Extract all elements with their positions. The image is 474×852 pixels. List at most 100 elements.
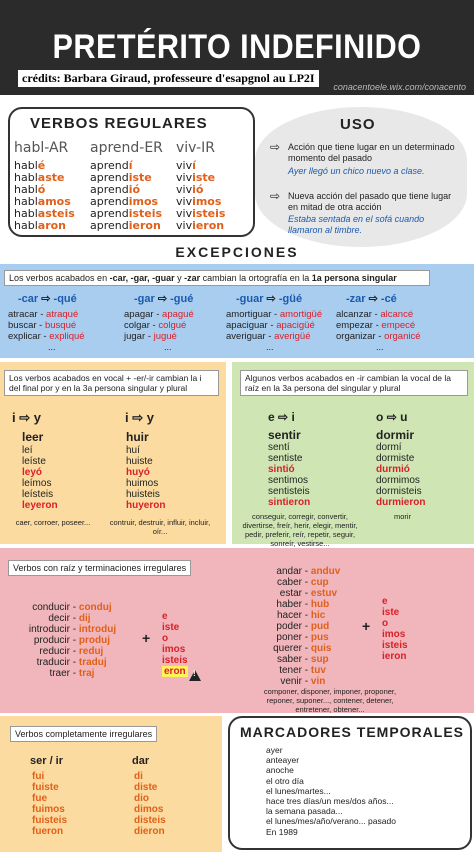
verb-form: huimos <box>126 478 159 489</box>
verb-form: di <box>134 771 143 782</box>
ortho-form: amortigüé <box>279 309 323 320</box>
ortho-text-c: y <box>174 273 185 283</box>
ortho-row: empezar - empecé <box>336 320 415 331</box>
irregular-ending: e <box>162 611 168 622</box>
verb-form: fuimos <box>32 804 65 815</box>
ortho-row: explicar - expliqué <box>8 331 85 342</box>
dash: - <box>302 665 311 676</box>
irregular-row: tener - tuv <box>262 665 340 676</box>
dar-head: dar <box>132 755 150 767</box>
regulares-stem: aprend <box>90 219 129 232</box>
verb-form: fue <box>32 793 47 804</box>
regulares-ending: ió <box>128 183 141 196</box>
irregular-ending: eron <box>162 666 188 677</box>
uso-bubble <box>255 107 467 247</box>
irregular-row: estar - estuv <box>262 588 340 599</box>
dash: - <box>302 654 311 665</box>
marcador-item: el lunes/mes/año/verano... pasado <box>266 816 396 827</box>
irregular-ending: imos <box>382 629 406 640</box>
irregular-infinitive: conducir <box>32 602 70 613</box>
irregular-row: conducir - conduj <box>10 602 116 613</box>
verb-form: dormisteis <box>376 486 422 497</box>
regulares-ending: ió <box>192 183 204 196</box>
arrow-right-icon: ⇨ <box>278 410 289 424</box>
irregular-ending: iste <box>162 622 180 633</box>
dash: - <box>36 320 45 331</box>
ortho-from: -gar <box>134 293 155 305</box>
page-title: PRETÉRITO INDEFINIDO <box>52 28 422 66</box>
arrow-right-icon: ⇨ <box>270 140 281 154</box>
irregulares-more: componer, disponer, imponer, proponer, r… <box>263 687 397 714</box>
regulares-row: aprendisteis <box>90 208 162 220</box>
irregular-infinitive: saber <box>276 654 302 665</box>
ortho-verb: jugar <box>124 331 146 342</box>
ortho-row: alcanzar - alcancé <box>336 309 413 320</box>
regulares-row: aprendieron <box>90 220 161 232</box>
irregular-row: introducir - introduj <box>10 624 116 635</box>
verb-form: diste <box>134 782 158 793</box>
irregular-row: traducir - traduj <box>10 657 116 668</box>
raiz-e1: e <box>268 410 275 424</box>
regulares-stem: aprend <box>90 195 129 208</box>
arrow-right-icon: ⇨ <box>19 410 31 425</box>
excepciones-title: EXCEPCIONES <box>175 244 299 260</box>
marcador-item: anoche <box>266 765 294 776</box>
sentir-head: sentir <box>268 428 301 442</box>
ortho-to: -gué <box>170 293 194 305</box>
irregular-infinitive: poner <box>276 632 302 643</box>
irregular-stem: introduj <box>78 624 117 635</box>
dash: - <box>37 309 47 320</box>
verb-form: leí <box>22 445 33 456</box>
leer-head: leer <box>22 430 44 444</box>
uso-item-2: Nueva acción del pasado que tiene lugar … <box>288 191 452 212</box>
irregular-ending: e <box>382 596 388 607</box>
irregular-row: haber - hub <box>262 599 340 610</box>
ortho-from: -zar <box>346 293 366 305</box>
ser-head: ser / ir <box>30 755 64 767</box>
irregular-stem: quis <box>310 643 332 654</box>
verb-form: huisteis <box>126 489 160 500</box>
verb-form: durmieron <box>376 497 426 508</box>
site-url: conacentoele.wix.com/conacento <box>333 82 466 92</box>
ortho-verb: apagar <box>124 309 154 320</box>
dash: - <box>375 331 385 342</box>
regulares-stem: habl <box>14 183 38 196</box>
verb-form: sentisteis <box>268 486 310 497</box>
ortho-dots: ... <box>48 342 56 352</box>
dash: - <box>302 621 311 632</box>
ortho-dots: ... <box>164 342 172 352</box>
ortho-row: buscar - busqué <box>8 320 76 331</box>
regulares-ending: aron <box>37 219 67 232</box>
irregular-infinitive: estar <box>279 588 302 599</box>
dash: - <box>149 320 159 331</box>
regulares-ending: aste <box>37 171 65 184</box>
irregular-ending: iste <box>382 607 400 618</box>
arrow-right-icon: ⇨ <box>132 410 144 425</box>
marcador-item: ayer <box>266 745 283 755</box>
dash: - <box>302 643 311 654</box>
irregular-row: reducir - reduj <box>10 646 116 657</box>
arrow-right-icon: ⇨ <box>365 293 381 305</box>
credits: crédits: Barbara Giraud, professeure d'e… <box>18 70 319 87</box>
arrow-right-icon: ⇨ <box>386 410 397 424</box>
regulares-stem: viv <box>176 207 193 220</box>
dormir-head: dormir <box>376 428 415 442</box>
irregular-infinitive: traducir <box>36 657 70 668</box>
ortho-form: expliqué <box>49 331 85 342</box>
dash: - <box>371 309 381 320</box>
regulares-ending: isteis <box>192 207 226 220</box>
vocal-i2: i <box>125 410 129 425</box>
dash: - <box>70 613 79 624</box>
marcador-item: anteayer <box>266 755 300 766</box>
ortho-form: empecé <box>381 320 416 331</box>
verb-form: sentimos <box>268 475 309 486</box>
regulares-ending: iste <box>192 171 216 184</box>
irregulares-right-endings: e iste o imos isteis ieron <box>382 596 408 662</box>
marcadores-list: ayer anteayer anoche el otro día el lunes/ma… <box>266 745 396 837</box>
irregular-stem: produj <box>78 635 110 646</box>
verb-form: sintió <box>268 464 295 475</box>
ortho-group-head: -car ⇨ -qué <box>18 292 77 305</box>
ortho-text-d: -zar <box>184 273 201 283</box>
ortho-text-e: cambian la ortografía en la <box>200 273 312 283</box>
irregular-stem: reduj <box>78 646 104 657</box>
